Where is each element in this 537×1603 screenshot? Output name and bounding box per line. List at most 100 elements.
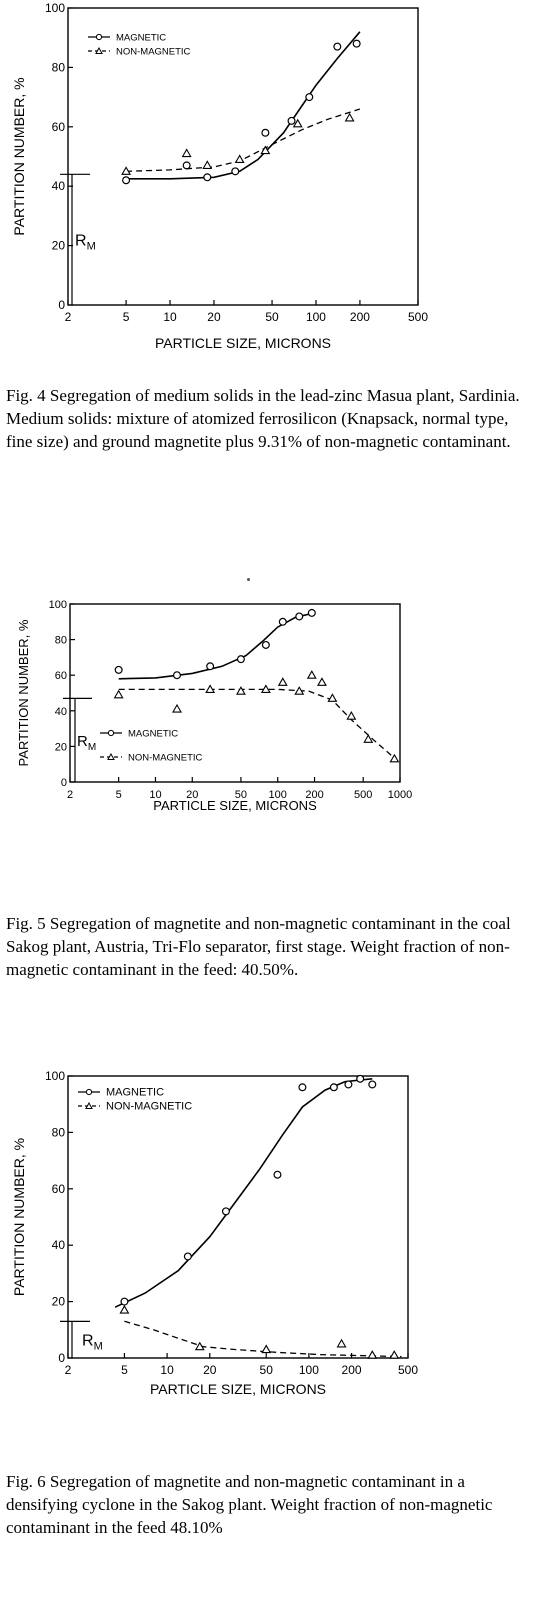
y-tick-label: 20 xyxy=(52,239,66,253)
x-tick-label: 5 xyxy=(116,789,122,801)
non-magnetic-point xyxy=(260,684,271,693)
rm-label: RM xyxy=(77,733,96,753)
figure-4-caption: Fig. 4 Segregation of medium solids in t… xyxy=(6,386,520,451)
legend-marker-circle xyxy=(107,729,115,737)
non-magnetic-point xyxy=(261,1344,272,1354)
legend-label: NON-MAGNETIC xyxy=(106,1101,192,1113)
legend-label: NON-MAGNETIC xyxy=(116,47,191,58)
x-axis-label: PARTICLE SIZE, MICRONS xyxy=(155,335,331,351)
non-magnetic-point xyxy=(389,753,400,763)
y-tick-label: 100 xyxy=(45,1,65,15)
non-magnetic-point xyxy=(119,1304,130,1314)
x-tick-label: 1000 xyxy=(388,789,412,801)
magnetic-point xyxy=(183,1252,192,1261)
x-tick-label: 50 xyxy=(260,1363,274,1377)
magnetic-point xyxy=(122,176,131,185)
magnetic-point xyxy=(333,42,342,51)
x-tick-label: 10 xyxy=(163,310,177,324)
magnetic-curve xyxy=(126,31,361,180)
magnetic-point xyxy=(278,617,287,626)
figure-6-caption: Fig. 6 Segregation of magnetite and non-… xyxy=(6,1472,493,1537)
y-tick-label: 0 xyxy=(58,1351,65,1365)
rm-label: RM xyxy=(82,1333,103,1353)
plot-frame xyxy=(67,1075,409,1359)
y-tick-label: 20 xyxy=(55,741,67,753)
magnetic-point xyxy=(329,1083,338,1092)
non-magnetic-point xyxy=(194,1341,205,1351)
stray-mark xyxy=(247,578,250,581)
magnetic-curve xyxy=(114,1078,373,1308)
non-magnetic-point xyxy=(181,148,192,158)
x-tick-label: 500 xyxy=(408,310,428,324)
non-magnetic-point xyxy=(344,112,355,122)
plot-frame xyxy=(67,7,419,306)
x-tick-label: 100 xyxy=(306,310,326,324)
y-tick-label: 40 xyxy=(55,706,67,718)
magnetic-point xyxy=(172,671,181,680)
legend-label: MAGNETIC xyxy=(116,33,166,44)
magnetic-point xyxy=(236,655,245,664)
figure-6: 0 20 40 60 80 100 2 5 10 20 50 100 200 500 PARTICLE SI… xyxy=(0,1060,537,1603)
legend-marker-triangle xyxy=(85,1101,93,1109)
x-tick-label: 10 xyxy=(149,789,161,801)
magnetic-point xyxy=(120,1297,129,1306)
y-tick-label: 100 xyxy=(45,1069,65,1083)
non-magnetic-point xyxy=(294,686,305,695)
magnetic-point xyxy=(231,167,240,176)
non-magnetic-point xyxy=(292,118,303,128)
figure-5: 0 20 40 60 80 100 2 5 10 20 50 100 200 500 1000 PARTICL… xyxy=(0,590,537,1010)
y-tick-label: 60 xyxy=(52,1182,66,1196)
legend-label: NON-MAGNETIC xyxy=(128,753,203,764)
y-axis-label: PARTITION NUMBER, % xyxy=(11,77,27,235)
magnetic-point xyxy=(273,1170,282,1179)
plot-frame xyxy=(69,603,401,783)
non-magnetic-curve xyxy=(126,108,361,172)
y-tick-label: 0 xyxy=(61,777,67,789)
magnetic-point xyxy=(182,161,191,170)
figure-4: 0 20 40 60 80 100 2 5 10 20 50 100 200 500 PARTICLE SI… xyxy=(0,0,537,500)
x-tick-label: 20 xyxy=(186,789,198,801)
y-tick-label: 80 xyxy=(55,635,67,647)
magnetic-point xyxy=(114,665,123,674)
magnetic-point xyxy=(287,116,296,125)
magnetic-point xyxy=(221,1207,230,1216)
non-magnetic-point xyxy=(327,693,338,702)
y-tick-label: 60 xyxy=(52,120,66,134)
legend-marker-triangle xyxy=(95,46,103,54)
legend-label: MAGNETIC xyxy=(106,1087,164,1099)
x-tick-label: 200 xyxy=(342,1363,362,1377)
magnetic-point xyxy=(295,612,304,621)
x-tick-label: 100 xyxy=(299,1363,319,1377)
y-tick-label: 60 xyxy=(55,670,67,682)
y-axis-label: PARTITION NUMBER, % xyxy=(11,1138,27,1296)
y-tick-label: 40 xyxy=(52,179,66,193)
x-tick-label: 200 xyxy=(305,789,323,801)
x-tick-label: 2 xyxy=(65,310,72,324)
non-magnetic-point xyxy=(234,154,245,164)
magnetic-point xyxy=(305,93,314,102)
y-axis-label: PARTITION NUMBER, % xyxy=(16,619,31,766)
rm-label: RM xyxy=(75,233,96,253)
non-magnetic-point xyxy=(260,145,271,155)
magnetic-curve xyxy=(118,612,315,680)
magnetic-point xyxy=(352,39,361,48)
x-tick-label: 2 xyxy=(65,1363,72,1377)
x-tick-label: 500 xyxy=(398,1363,418,1377)
x-tick-label: 2 xyxy=(67,789,73,801)
y-tick-label: 20 xyxy=(52,1295,66,1309)
figure-5-chart: 0 20 40 60 80 100 2 5 10 20 50 100 200 500 1000 PARTICL… xyxy=(16,599,412,813)
magnetic-point xyxy=(368,1080,377,1089)
non-magnetic-point xyxy=(317,677,327,686)
non-magnetic-point xyxy=(205,684,216,693)
legend-label: MAGNETIC xyxy=(128,729,178,740)
magnetic-point xyxy=(344,1080,353,1089)
non-magnetic-point xyxy=(202,160,213,169)
x-tick-label: 100 xyxy=(269,789,287,801)
x-axis-label: PARTICLE SIZE, MICRONS xyxy=(153,798,317,813)
non-magnetic-point xyxy=(172,703,182,713)
figure-6-chart: 0 20 40 60 80 100 2 5 10 20 50 100 200 500 PARTICLE SI… xyxy=(11,1069,418,1397)
y-tick-label: 100 xyxy=(49,599,67,611)
legend-marker-circle xyxy=(95,33,103,41)
y-tick-label: 80 xyxy=(52,1125,66,1139)
magnetic-point xyxy=(203,173,212,182)
